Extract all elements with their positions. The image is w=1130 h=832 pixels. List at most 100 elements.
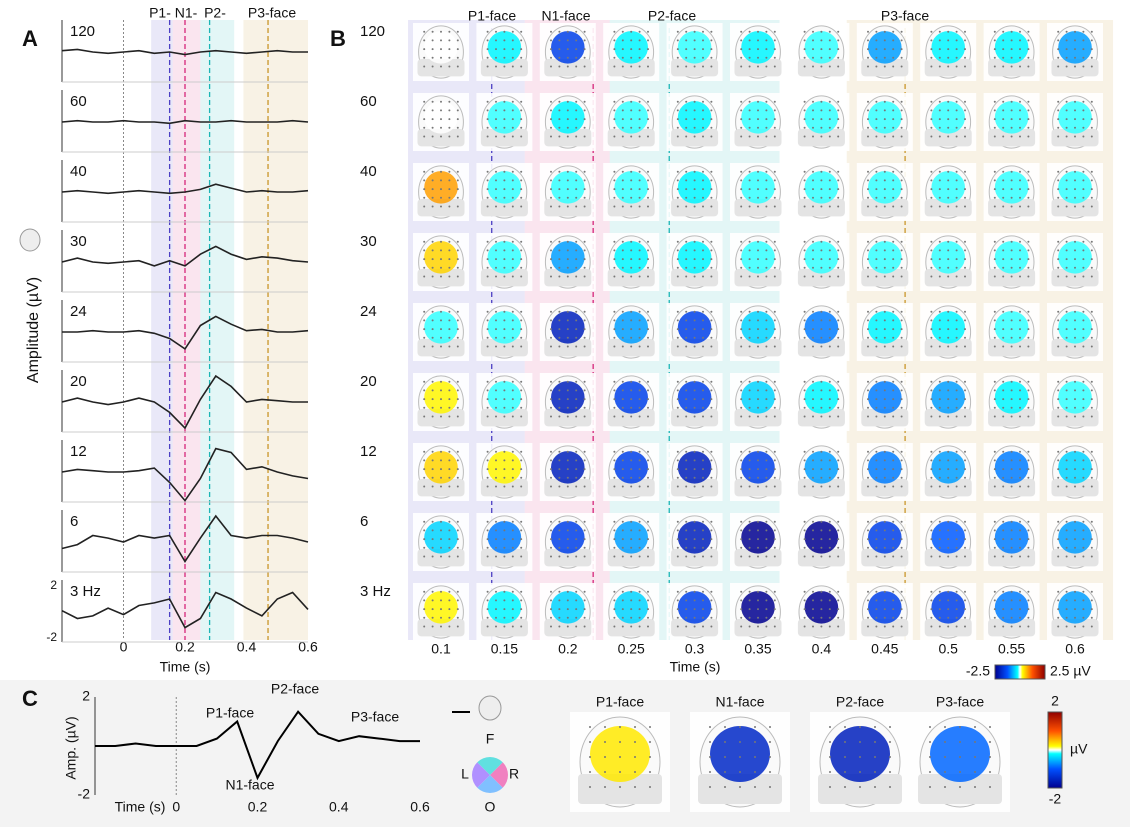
electrode [575,39,578,42]
electrode [930,590,933,593]
electrode [837,406,840,409]
electrode [938,249,941,252]
electrode [930,608,933,611]
electrode [748,126,751,129]
electrode [883,625,886,628]
electrode [947,319,950,322]
electrode [431,450,434,453]
electrode [1019,30,1021,33]
electrode [676,468,679,471]
electrode [944,756,946,758]
head-base [734,58,782,77]
electrode [495,65,497,68]
electrode [495,380,497,383]
electrode [892,118,895,121]
electrode [803,476,806,479]
electrode [867,406,869,409]
electrode [693,179,696,182]
y-tick-label: -2 [46,630,57,644]
electrode [955,170,958,173]
electrode [1090,319,1093,322]
electrode [964,170,966,173]
electrode [575,310,578,313]
electrode [889,726,891,728]
electrode [828,30,831,33]
electrode [495,485,497,488]
electrode [621,546,624,549]
electrode [702,380,704,383]
electrode [550,205,552,208]
electrode [1027,485,1030,488]
electrode [930,625,933,628]
electrode [621,310,624,313]
electrode [431,520,434,523]
component-label: P3-face [881,8,929,24]
electrode [1019,135,1021,138]
electrode [803,39,806,42]
electrode [837,179,840,182]
electrode [757,65,759,68]
electrode [748,599,751,602]
electrode [1002,266,1005,269]
electrode [702,546,704,549]
electrode [638,546,641,549]
electrode [676,608,679,611]
electrode [892,406,895,409]
electrode [613,520,616,523]
electrode [566,275,569,278]
electrode [1019,398,1021,401]
electrode [511,485,514,488]
electrode [837,100,840,103]
electrode [892,266,895,269]
electrode [837,625,840,628]
electrode [1027,599,1030,602]
electrode [1002,625,1005,628]
electrode [575,590,578,593]
electrode [803,608,806,611]
electrode [676,345,679,348]
electrode [812,135,814,138]
topomap-blob [868,311,902,344]
electrode [765,555,768,558]
electrode [883,336,886,339]
electrode [613,135,616,138]
electrode [740,336,743,339]
electrode [828,48,831,51]
electrode [837,336,840,339]
electrode [883,275,886,278]
electrode [486,546,489,549]
electrode [867,135,869,138]
electrode [757,468,759,471]
electrode [702,126,704,129]
electrode [575,459,578,462]
electrode [757,485,759,488]
electrode [938,529,941,532]
electrode [613,546,616,549]
electrode [448,336,451,339]
electrode [630,538,633,541]
electrode [1010,65,1013,68]
electrode [647,196,649,199]
electrode [820,625,823,628]
electrode [812,415,814,418]
electrode [566,590,569,593]
topomap-blob [487,31,522,64]
electrode [1090,450,1093,453]
electrode [1010,118,1013,121]
electrode [964,380,966,383]
electrode [955,520,958,523]
electrode [765,30,768,33]
head-base [1051,338,1099,357]
electrode [930,179,933,182]
electrode [423,179,426,182]
electrode [1027,56,1030,59]
electrode [1002,328,1005,331]
electrode [456,328,459,331]
electrode [647,538,649,541]
electrode [1082,389,1085,392]
electrode [1074,48,1076,51]
electrode [575,196,578,199]
electrode [883,599,886,602]
electrode [740,476,743,479]
electrode [566,398,569,401]
